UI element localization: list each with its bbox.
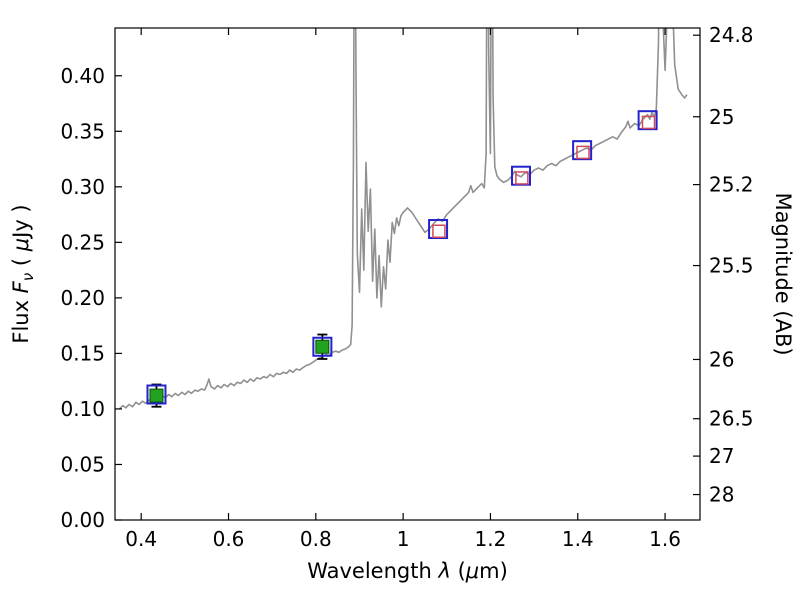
plot-frame [114, 27, 701, 521]
x-tick-label: 0.8 [300, 527, 332, 551]
observed-flux-point [315, 339, 330, 354]
model-flux-point-blue [146, 384, 167, 405]
y-left-tick-label: 0.30 [60, 175, 105, 199]
y-right-tick-label: 26 [709, 347, 734, 371]
y-left-tick-label: 0.05 [60, 452, 105, 476]
y-left-tick-label: 0.00 [60, 508, 105, 532]
model-flux-point-blue [511, 165, 532, 186]
model-flux-point-red [432, 224, 446, 238]
photometry-observed-group [149, 333, 330, 408]
y-axis-left-ticks: 0.00 0.05 0.10 0.15 0.20 0.25 0.30 0.35 0.40 [60, 64, 122, 532]
y-right-tick-label: 25.2 [709, 173, 754, 197]
y-axis-left-label: Flux Fν ( μJy ) [9, 204, 37, 343]
x-tick-label: 1.6 [649, 527, 681, 551]
y-right-tick-label: 28 [709, 483, 734, 507]
model-flux-point-red [515, 171, 529, 185]
model-flux-point-blue [428, 219, 449, 240]
x-axis-label: Wavelength λ (μm) [307, 559, 508, 583]
model-flux-point-red [641, 115, 656, 130]
model-flux-point-blue [312, 336, 333, 357]
y-left-tick-label: 0.40 [60, 64, 105, 88]
y-right-tick-label: 24.8 [709, 23, 754, 47]
spectrum-group [118, 28, 688, 410]
model_blue-group [146, 110, 658, 405]
model_red-group [432, 115, 656, 238]
y-right-tick-label: 27 [709, 444, 734, 468]
x-axis-ticks: 0.4 0.6 0.8 1 1.2 1.4 1.6 [125, 28, 681, 551]
x-tick-label: 0.6 [213, 527, 245, 551]
observed-flux-point [149, 388, 164, 403]
spectrum-line [118, 28, 688, 410]
x-tick-label: 1.4 [562, 527, 594, 551]
y-left-tick-label: 0.15 [60, 341, 105, 365]
y-right-tick-label: 25.5 [709, 254, 754, 278]
x-tick-label: 0.4 [125, 527, 157, 551]
y-right-tick-label: 26.5 [709, 407, 754, 431]
y-left-tick-label: 0.10 [60, 397, 105, 421]
y-left-tick-label: 0.20 [60, 286, 105, 310]
x-tick-label: 1 [397, 527, 410, 551]
model-flux-point-red [576, 145, 590, 160]
y-right-tick-label: 25 [709, 105, 734, 129]
model-flux-point-blue [637, 110, 658, 131]
y-left-tick-label: 0.35 [60, 119, 105, 143]
model-flux-point-blue [572, 140, 593, 161]
y-axis-right-ticks: 24.8 25 25.2 25.5 26 26.5 27 28 [693, 23, 754, 507]
y-left-tick-label: 0.25 [60, 230, 105, 254]
x-tick-label: 1.2 [475, 527, 507, 551]
y-axis-right-label: Magnitude (AB) [771, 192, 795, 355]
